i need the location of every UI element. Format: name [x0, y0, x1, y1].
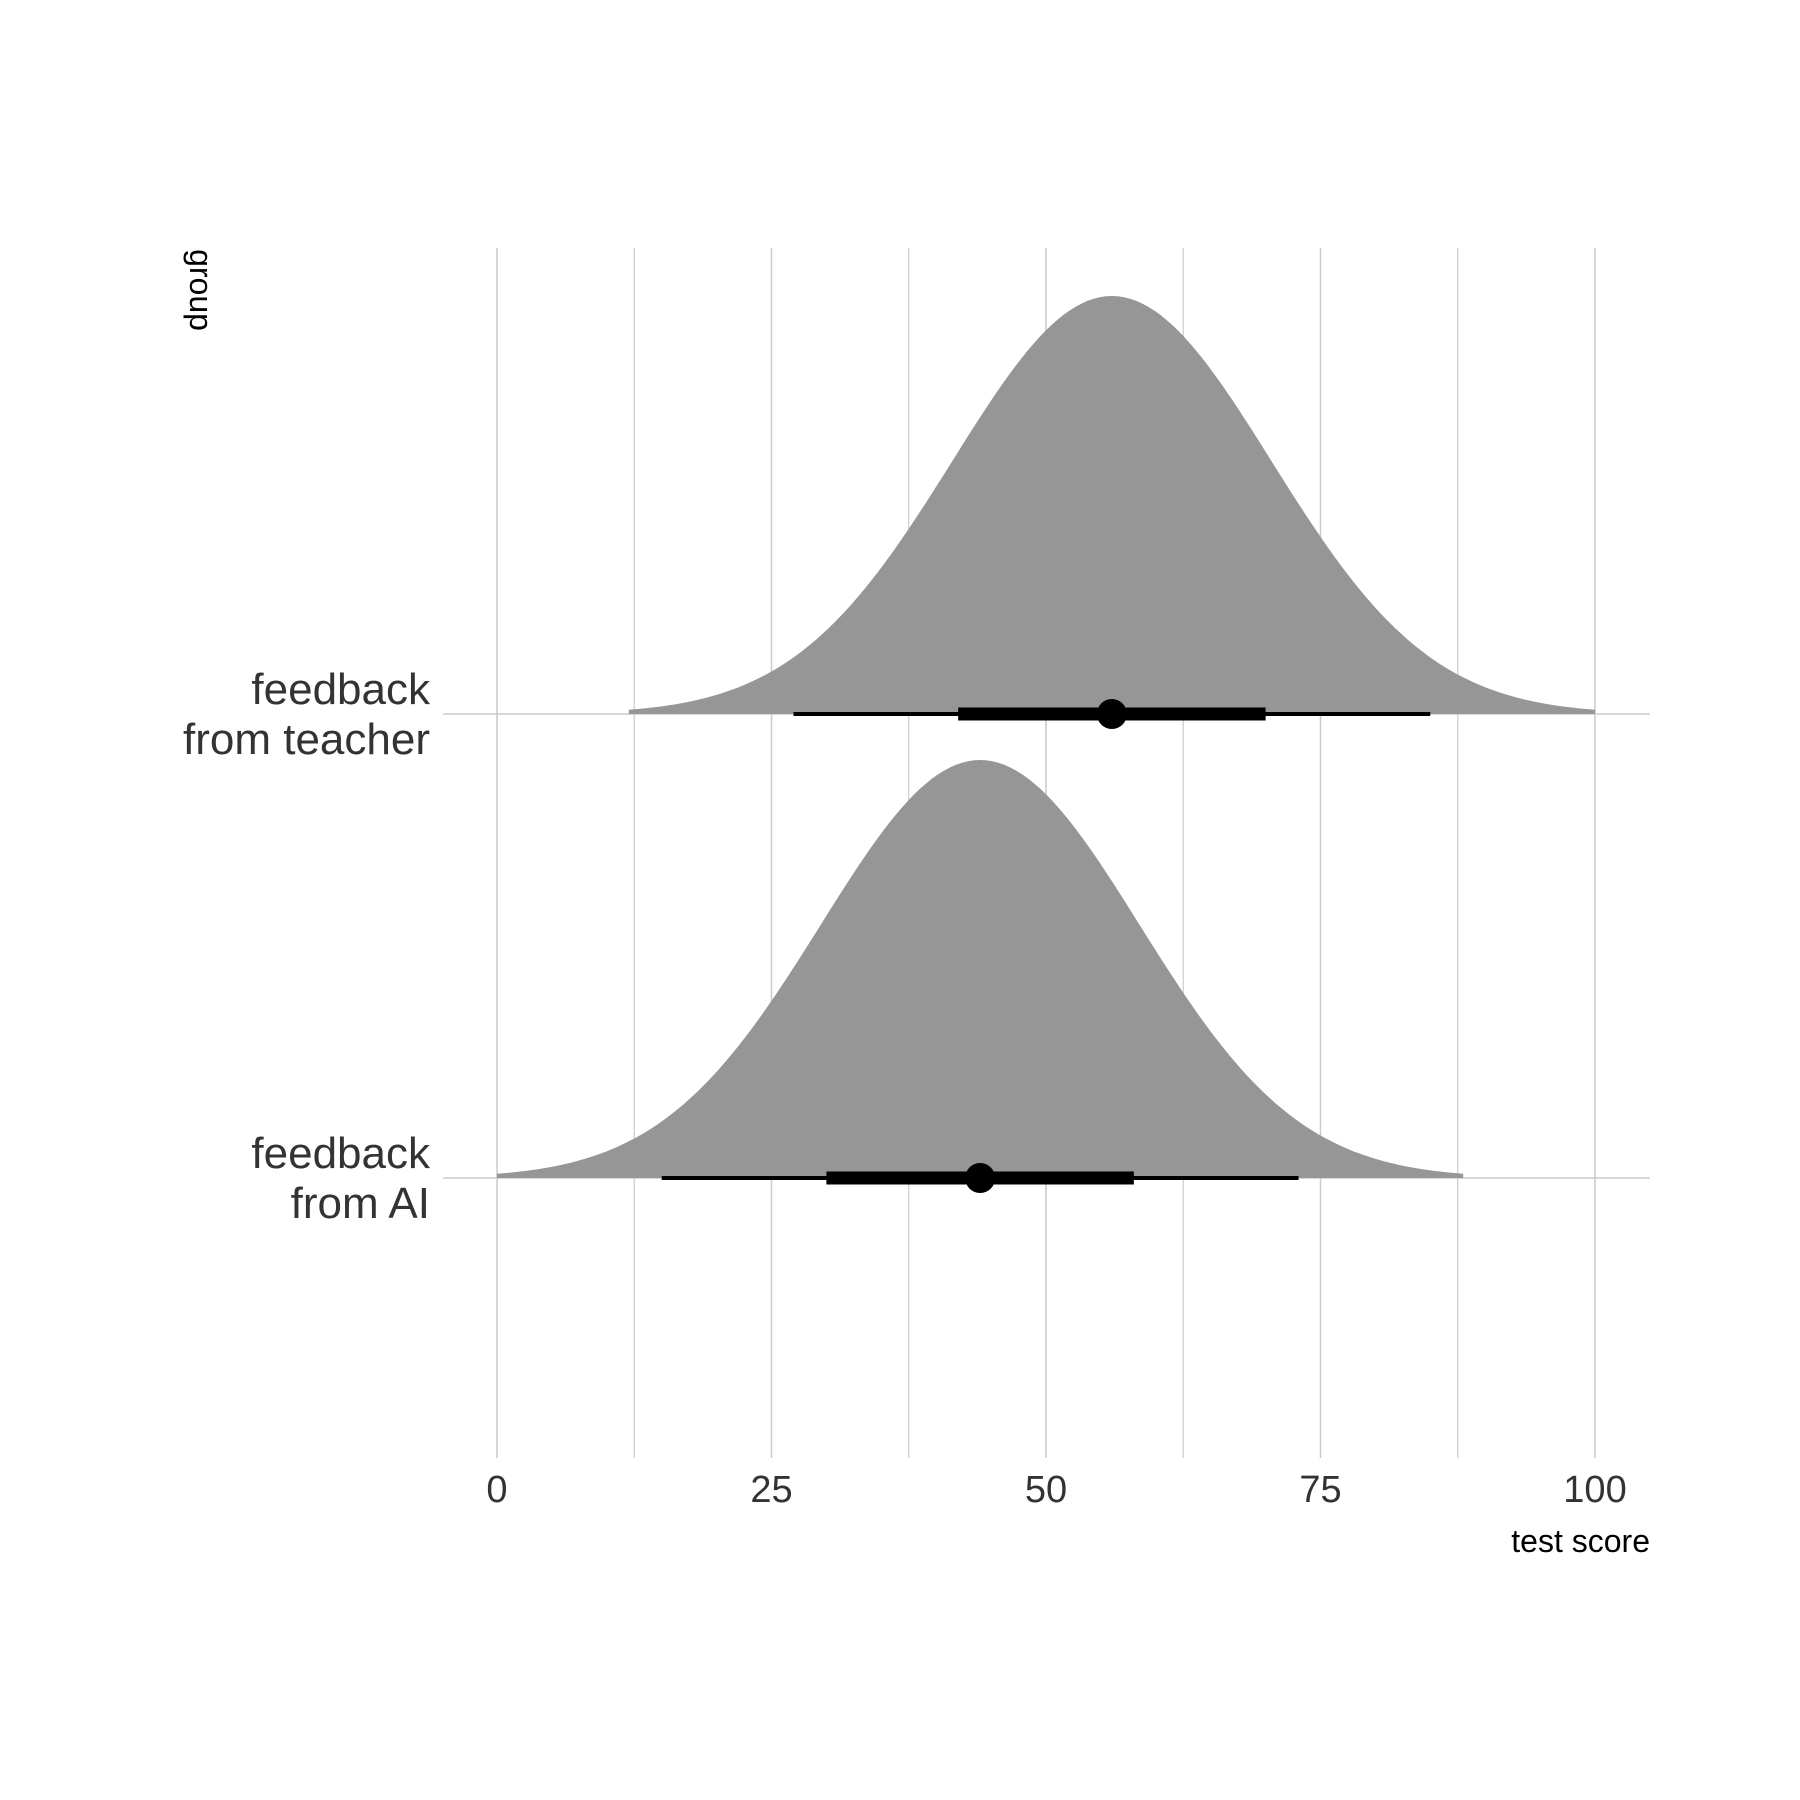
point-estimate [965, 1163, 996, 1193]
category-label-line: feedback [251, 665, 431, 714]
interval-layer [661, 699, 1431, 1193]
x-tick-label: 75 [1299, 1469, 1341, 1511]
x-tick-label: 25 [750, 1469, 792, 1511]
x-tick-label: 0 [486, 1469, 507, 1511]
density-area [628, 296, 1595, 714]
density-area [497, 760, 1464, 1178]
y-axis-title: group [183, 249, 219, 331]
category-label: feedback from AI [251, 1129, 431, 1228]
x-tick-label: 50 [1025, 1469, 1067, 1511]
category-label-line: feedback [251, 1129, 431, 1178]
category-label-line: from teacher [183, 715, 430, 764]
x-axis-title: test score [1511, 1523, 1650, 1559]
point-estimate [1096, 699, 1127, 729]
category-label: feedback from teacher [183, 665, 431, 764]
density-layer [497, 296, 1595, 1178]
x-tick-label: 100 [1563, 1469, 1626, 1511]
category-label-line: from AI [291, 1179, 430, 1228]
